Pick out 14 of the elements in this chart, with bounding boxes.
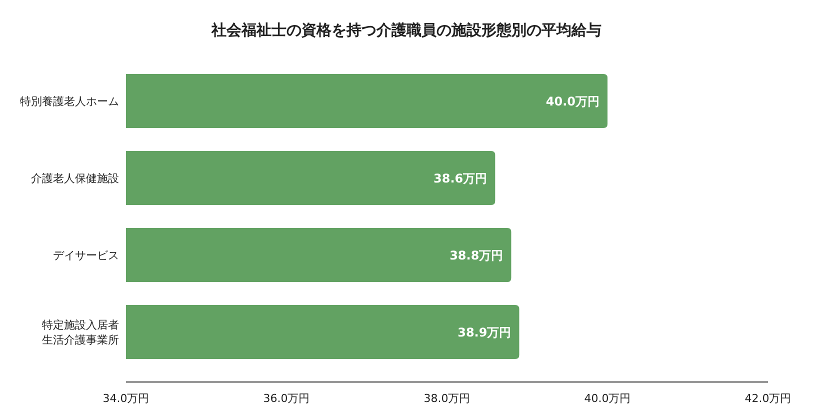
data-label: 38.6万円 <box>434 172 488 186</box>
y-tick-label: 介護老人保健施設 <box>31 172 119 185</box>
data-label: 38.9万円 <box>458 326 512 340</box>
x-tick-label: 34.0万円 <box>102 392 150 405</box>
y-tick-label: 特定施設入居者生活介護事業所 <box>42 318 119 346</box>
x-tick-label: 40.0万円 <box>584 392 631 405</box>
x-tick-label: 36.0万円 <box>263 392 310 405</box>
y-tick-label: デイサービス <box>53 249 119 262</box>
x-tick-label: 38.0万円 <box>424 392 470 405</box>
y-tick-label: 特別養護老人ホーム <box>20 95 119 108</box>
chart-title: 社会福祉士の資格を持つ介護職員の施設形態別の平均給与 <box>210 21 602 39</box>
data-label: 40.0万円 <box>546 94 600 108</box>
x-tick-label: 42.0万円 <box>744 392 792 405</box>
data-label: 38.8万円 <box>450 248 504 262</box>
